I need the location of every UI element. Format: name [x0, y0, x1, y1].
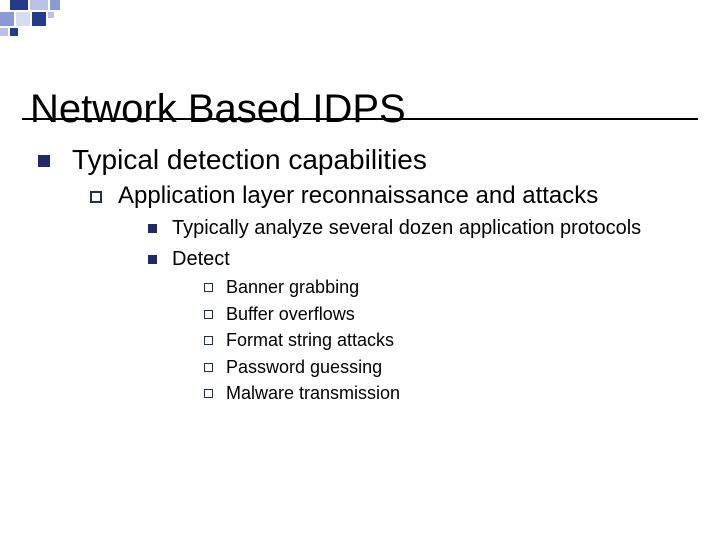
list-item: Banner grabbing — [204, 276, 688, 299]
bullet-text: Typically analyze several dozen applicat… — [172, 217, 641, 239]
square-open-icon — [204, 389, 213, 398]
list-item: Password guessing — [204, 356, 688, 379]
square-filled-icon — [148, 255, 157, 264]
list-item: Detect Banner grabbing — [148, 247, 688, 405]
bullet-text: Malware transmission — [226, 383, 400, 403]
bullet-text: Typical detection capabilities — [72, 144, 427, 175]
list-item: Buffer overflows — [204, 303, 688, 326]
bullet-text: Format string attacks — [226, 330, 394, 350]
list-item: Application layer reconnaissance and att… — [90, 182, 688, 405]
list-item: Format string attacks — [204, 329, 688, 352]
list-item: Malware transmission — [204, 382, 688, 405]
square-filled-icon — [148, 224, 157, 233]
title-underline — [22, 118, 698, 120]
square-open-icon — [204, 283, 213, 292]
bullet-text: Buffer overflows — [226, 304, 355, 324]
square-open-icon — [204, 336, 213, 345]
square-open-icon — [204, 310, 213, 319]
square-open-icon — [90, 191, 102, 203]
slide-title: Network Based IDPS — [30, 87, 406, 132]
list-item: Typical detection capabilities Applicati… — [38, 144, 688, 405]
square-filled-icon — [38, 155, 50, 167]
bullet-text: Banner grabbing — [226, 277, 359, 297]
square-open-icon — [204, 363, 213, 372]
bullet-text: Password guessing — [226, 357, 382, 377]
slide-content: Typical detection capabilities Applicati… — [38, 144, 688, 411]
bullet-text: Application layer reconnaissance and att… — [118, 182, 598, 209]
bullet-text: Detect — [172, 248, 230, 270]
slide: Network Based IDPS Typical detection cap… — [0, 0, 720, 540]
list-item: Typically analyze several dozen applicat… — [148, 216, 688, 241]
